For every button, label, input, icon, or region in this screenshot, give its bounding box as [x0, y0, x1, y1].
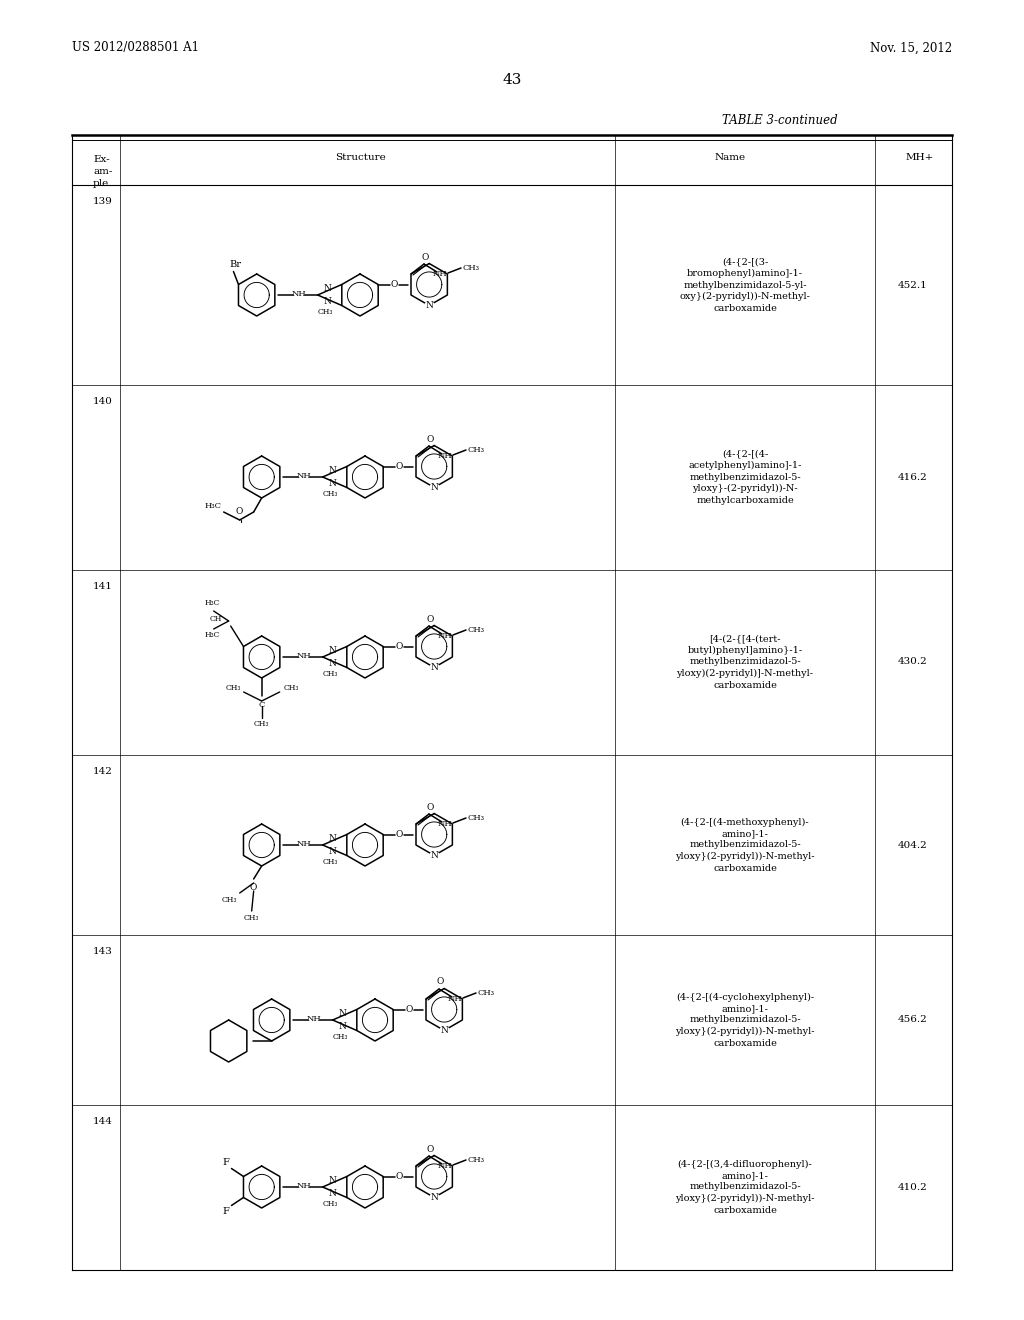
- Text: O: O: [250, 883, 257, 891]
- Text: 452.1: 452.1: [898, 281, 928, 289]
- Text: C: C: [258, 701, 265, 709]
- Text: 142: 142: [93, 767, 113, 776]
- Text: CH₃: CH₃: [468, 814, 484, 822]
- Text: N: N: [329, 647, 336, 655]
- Text: 140: 140: [93, 397, 113, 407]
- Text: N: N: [329, 466, 336, 475]
- Text: MH+: MH+: [906, 153, 934, 162]
- Text: CH₃: CH₃: [317, 308, 333, 317]
- Text: N: N: [329, 1189, 336, 1197]
- Text: Name: Name: [715, 153, 745, 162]
- Text: NH: NH: [437, 1162, 453, 1170]
- Text: N: N: [329, 846, 336, 855]
- Text: O: O: [395, 830, 402, 840]
- Text: H₃C: H₃C: [205, 599, 220, 607]
- Text: NH: NH: [432, 271, 447, 279]
- Text: CH₃: CH₃: [463, 264, 479, 272]
- Text: NH: NH: [296, 473, 311, 480]
- Text: [4-(2-{[4-(tert-
butyl)phenyl]amino}-1-
methylbenzimidazol-5-
yloxy)(2-pyridyl)]: [4-(2-{[4-(tert- butyl)phenyl]amino}-1- …: [677, 635, 813, 689]
- Text: CH₃: CH₃: [323, 858, 338, 866]
- Text: O: O: [390, 280, 398, 289]
- Text: CH: CH: [210, 615, 222, 623]
- Text: 143: 143: [93, 946, 113, 956]
- Text: N: N: [324, 297, 331, 306]
- Text: N: N: [329, 834, 336, 843]
- Text: H₃C: H₃C: [205, 631, 220, 639]
- Text: N: N: [329, 659, 336, 668]
- Text: O: O: [426, 434, 434, 444]
- Text: CH₃: CH₃: [468, 446, 484, 454]
- Text: N: N: [430, 663, 438, 672]
- Text: O: O: [426, 1144, 434, 1154]
- Text: CH₃: CH₃: [323, 671, 338, 678]
- Text: (4-{2-[(3-
bromophenyl)amino]-1-
methylbenzimidazol-5-yl-
oxy}(2-pyridyl))-N-met: (4-{2-[(3- bromophenyl)amino]-1- methylb…: [680, 257, 810, 313]
- Text: (4-{2-[(4-cyclohexylphenyl)-
amino]-1-
methylbenzimidazol-5-
yloxy}(2-pyridyl))-: (4-{2-[(4-cyclohexylphenyl)- amino]-1- m…: [675, 993, 815, 1048]
- Text: CH₃: CH₃: [284, 684, 299, 692]
- Text: CH₃: CH₃: [468, 626, 484, 634]
- Text: H₃C: H₃C: [204, 502, 221, 510]
- Text: F: F: [222, 1206, 229, 1216]
- Text: N: N: [440, 1026, 449, 1035]
- Text: 410.2: 410.2: [898, 1183, 928, 1192]
- Text: N: N: [338, 1010, 346, 1018]
- Text: N: N: [425, 301, 433, 310]
- Text: US 2012/0288501 A1: US 2012/0288501 A1: [72, 41, 199, 54]
- Text: CH₃: CH₃: [477, 989, 495, 997]
- Text: N: N: [324, 284, 331, 293]
- Text: O: O: [395, 1172, 402, 1181]
- Text: N: N: [329, 1176, 336, 1185]
- Text: N: N: [430, 1193, 438, 1203]
- Text: O: O: [395, 642, 402, 651]
- Text: NH: NH: [296, 652, 311, 660]
- Text: O: O: [436, 978, 443, 986]
- Text: NH: NH: [437, 451, 453, 459]
- Text: NH: NH: [296, 1181, 311, 1191]
- Text: O: O: [395, 462, 402, 471]
- Text: 430.2: 430.2: [898, 657, 928, 667]
- Text: O: O: [236, 507, 244, 516]
- Text: NH: NH: [437, 632, 453, 640]
- Text: CH₃: CH₃: [244, 913, 259, 921]
- Text: CH₃: CH₃: [226, 684, 242, 692]
- Text: (4-{2-[(4-
acetylphenyl)amino]-1-
methylbenzimidazol-5-
yloxy}-(2-pyridyl))-N-
m: (4-{2-[(4- acetylphenyl)amino]-1- methyl…: [688, 449, 802, 504]
- Text: 144: 144: [93, 1117, 113, 1126]
- Text: O: O: [426, 615, 434, 623]
- Text: CH₃: CH₃: [323, 490, 338, 498]
- Text: NH: NH: [306, 1015, 322, 1023]
- Text: O: O: [421, 252, 429, 261]
- Text: O: O: [426, 803, 434, 812]
- Text: Structure: Structure: [335, 153, 385, 162]
- Text: 139: 139: [93, 197, 113, 206]
- Text: N: N: [329, 479, 336, 487]
- Text: NH: NH: [296, 840, 311, 847]
- Text: NH: NH: [447, 995, 463, 1003]
- Text: TABLE 3-continued: TABLE 3-continued: [722, 114, 838, 127]
- Text: N: N: [338, 1022, 346, 1031]
- Text: CH₃: CH₃: [254, 719, 269, 729]
- Text: (4-{2-[(4-methoxyphenyl)-
amino]-1-
methylbenzimidazol-5-
yloxy}(2-pyridyl))-N-m: (4-{2-[(4-methoxyphenyl)- amino]-1- meth…: [675, 817, 815, 873]
- Text: CH₃: CH₃: [222, 896, 238, 904]
- Text: F: F: [222, 1158, 229, 1167]
- Text: O: O: [406, 1005, 413, 1014]
- Text: 43: 43: [503, 73, 521, 87]
- Text: Nov. 15, 2012: Nov. 15, 2012: [869, 41, 952, 54]
- Text: 416.2: 416.2: [898, 473, 928, 482]
- Text: Br: Br: [229, 260, 242, 269]
- Text: (4-{2-[(3,4-difluorophenyl)-
amino]-1-
methylbenzimidazol-5-
yloxy}(2-pyridyl))-: (4-{2-[(3,4-difluorophenyl)- amino]-1- m…: [675, 1159, 815, 1214]
- Text: N: N: [430, 483, 438, 492]
- Text: NH: NH: [437, 820, 453, 828]
- Text: 456.2: 456.2: [898, 1015, 928, 1024]
- Text: CH₃: CH₃: [323, 1200, 338, 1208]
- Text: CH₃: CH₃: [333, 1034, 348, 1041]
- Text: 141: 141: [93, 582, 113, 591]
- Text: Ex-
am-
ple: Ex- am- ple: [93, 154, 113, 187]
- Text: CH₃: CH₃: [468, 1156, 484, 1164]
- Text: N: N: [430, 851, 438, 861]
- Text: 404.2: 404.2: [898, 841, 928, 850]
- Text: NH: NH: [291, 290, 306, 298]
